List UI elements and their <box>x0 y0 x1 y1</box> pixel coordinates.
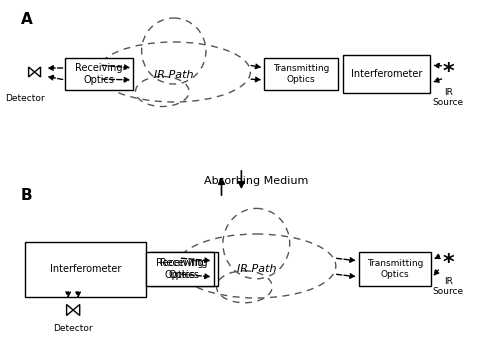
Text: Interferometer: Interferometer <box>351 69 422 79</box>
Text: IR Path: IR Path <box>237 264 276 274</box>
Text: B: B <box>21 188 32 203</box>
Text: A: A <box>21 12 33 27</box>
Bar <box>150 252 217 286</box>
Text: IR Path: IR Path <box>154 70 193 80</box>
Text: *: * <box>443 253 454 273</box>
Bar <box>359 252 432 286</box>
Bar <box>146 252 214 286</box>
Bar <box>264 58 338 90</box>
Text: Interferometer: Interferometer <box>49 264 121 275</box>
Text: IR
Source: IR Source <box>432 88 464 107</box>
Text: Detector: Detector <box>5 94 45 103</box>
Text: Transmitting
Optics: Transmitting Optics <box>273 64 329 84</box>
Text: Receiving
Optics: Receiving Optics <box>160 258 207 280</box>
Text: Absorbing Medium: Absorbing Medium <box>204 176 309 186</box>
Text: *: * <box>443 62 454 82</box>
Bar <box>343 55 430 93</box>
Text: Detector: Detector <box>53 324 93 333</box>
Text: Transmitting
Optics: Transmitting Optics <box>367 259 423 279</box>
Text: Receiving
Optics: Receiving Optics <box>75 63 123 85</box>
Bar <box>24 242 146 297</box>
Bar <box>65 58 133 90</box>
Text: Receiving
Optics: Receiving Optics <box>156 258 204 280</box>
Text: IR
Source: IR Source <box>432 277 464 296</box>
